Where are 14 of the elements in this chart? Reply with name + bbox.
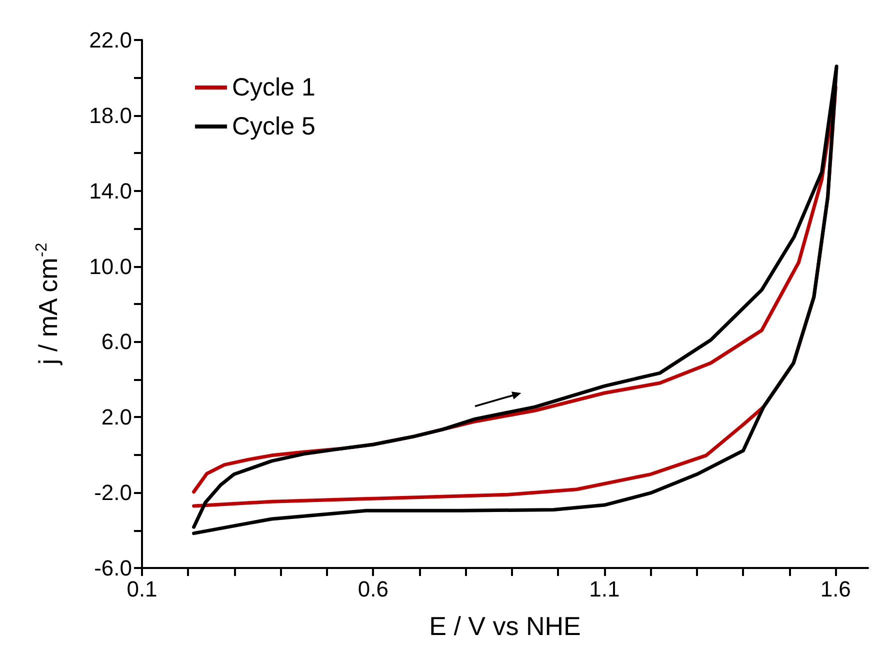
y-tick-label: 14.0 [89, 178, 132, 204]
legend-label: Cycle 5 [232, 112, 316, 140]
x-axis-title: E / V vs NHE [429, 611, 581, 641]
legend-label: Cycle 1 [232, 74, 316, 102]
y-tick-label: -2.0 [94, 480, 132, 506]
y-tick-label: 2.0 [101, 404, 132, 430]
y-axis-title: j / mA cm-2 [33, 242, 63, 366]
y-tick-label: 18.0 [89, 102, 132, 128]
x-tick-label: 1.6 [820, 576, 851, 602]
y-tick-label: 6.0 [101, 329, 132, 354]
x-tick-label: 1.1 [589, 576, 620, 602]
x-tick-label: 0.6 [358, 576, 389, 602]
y-tick-label: 22.0 [89, 28, 132, 52]
y-tick-label: 10.0 [89, 254, 132, 279]
